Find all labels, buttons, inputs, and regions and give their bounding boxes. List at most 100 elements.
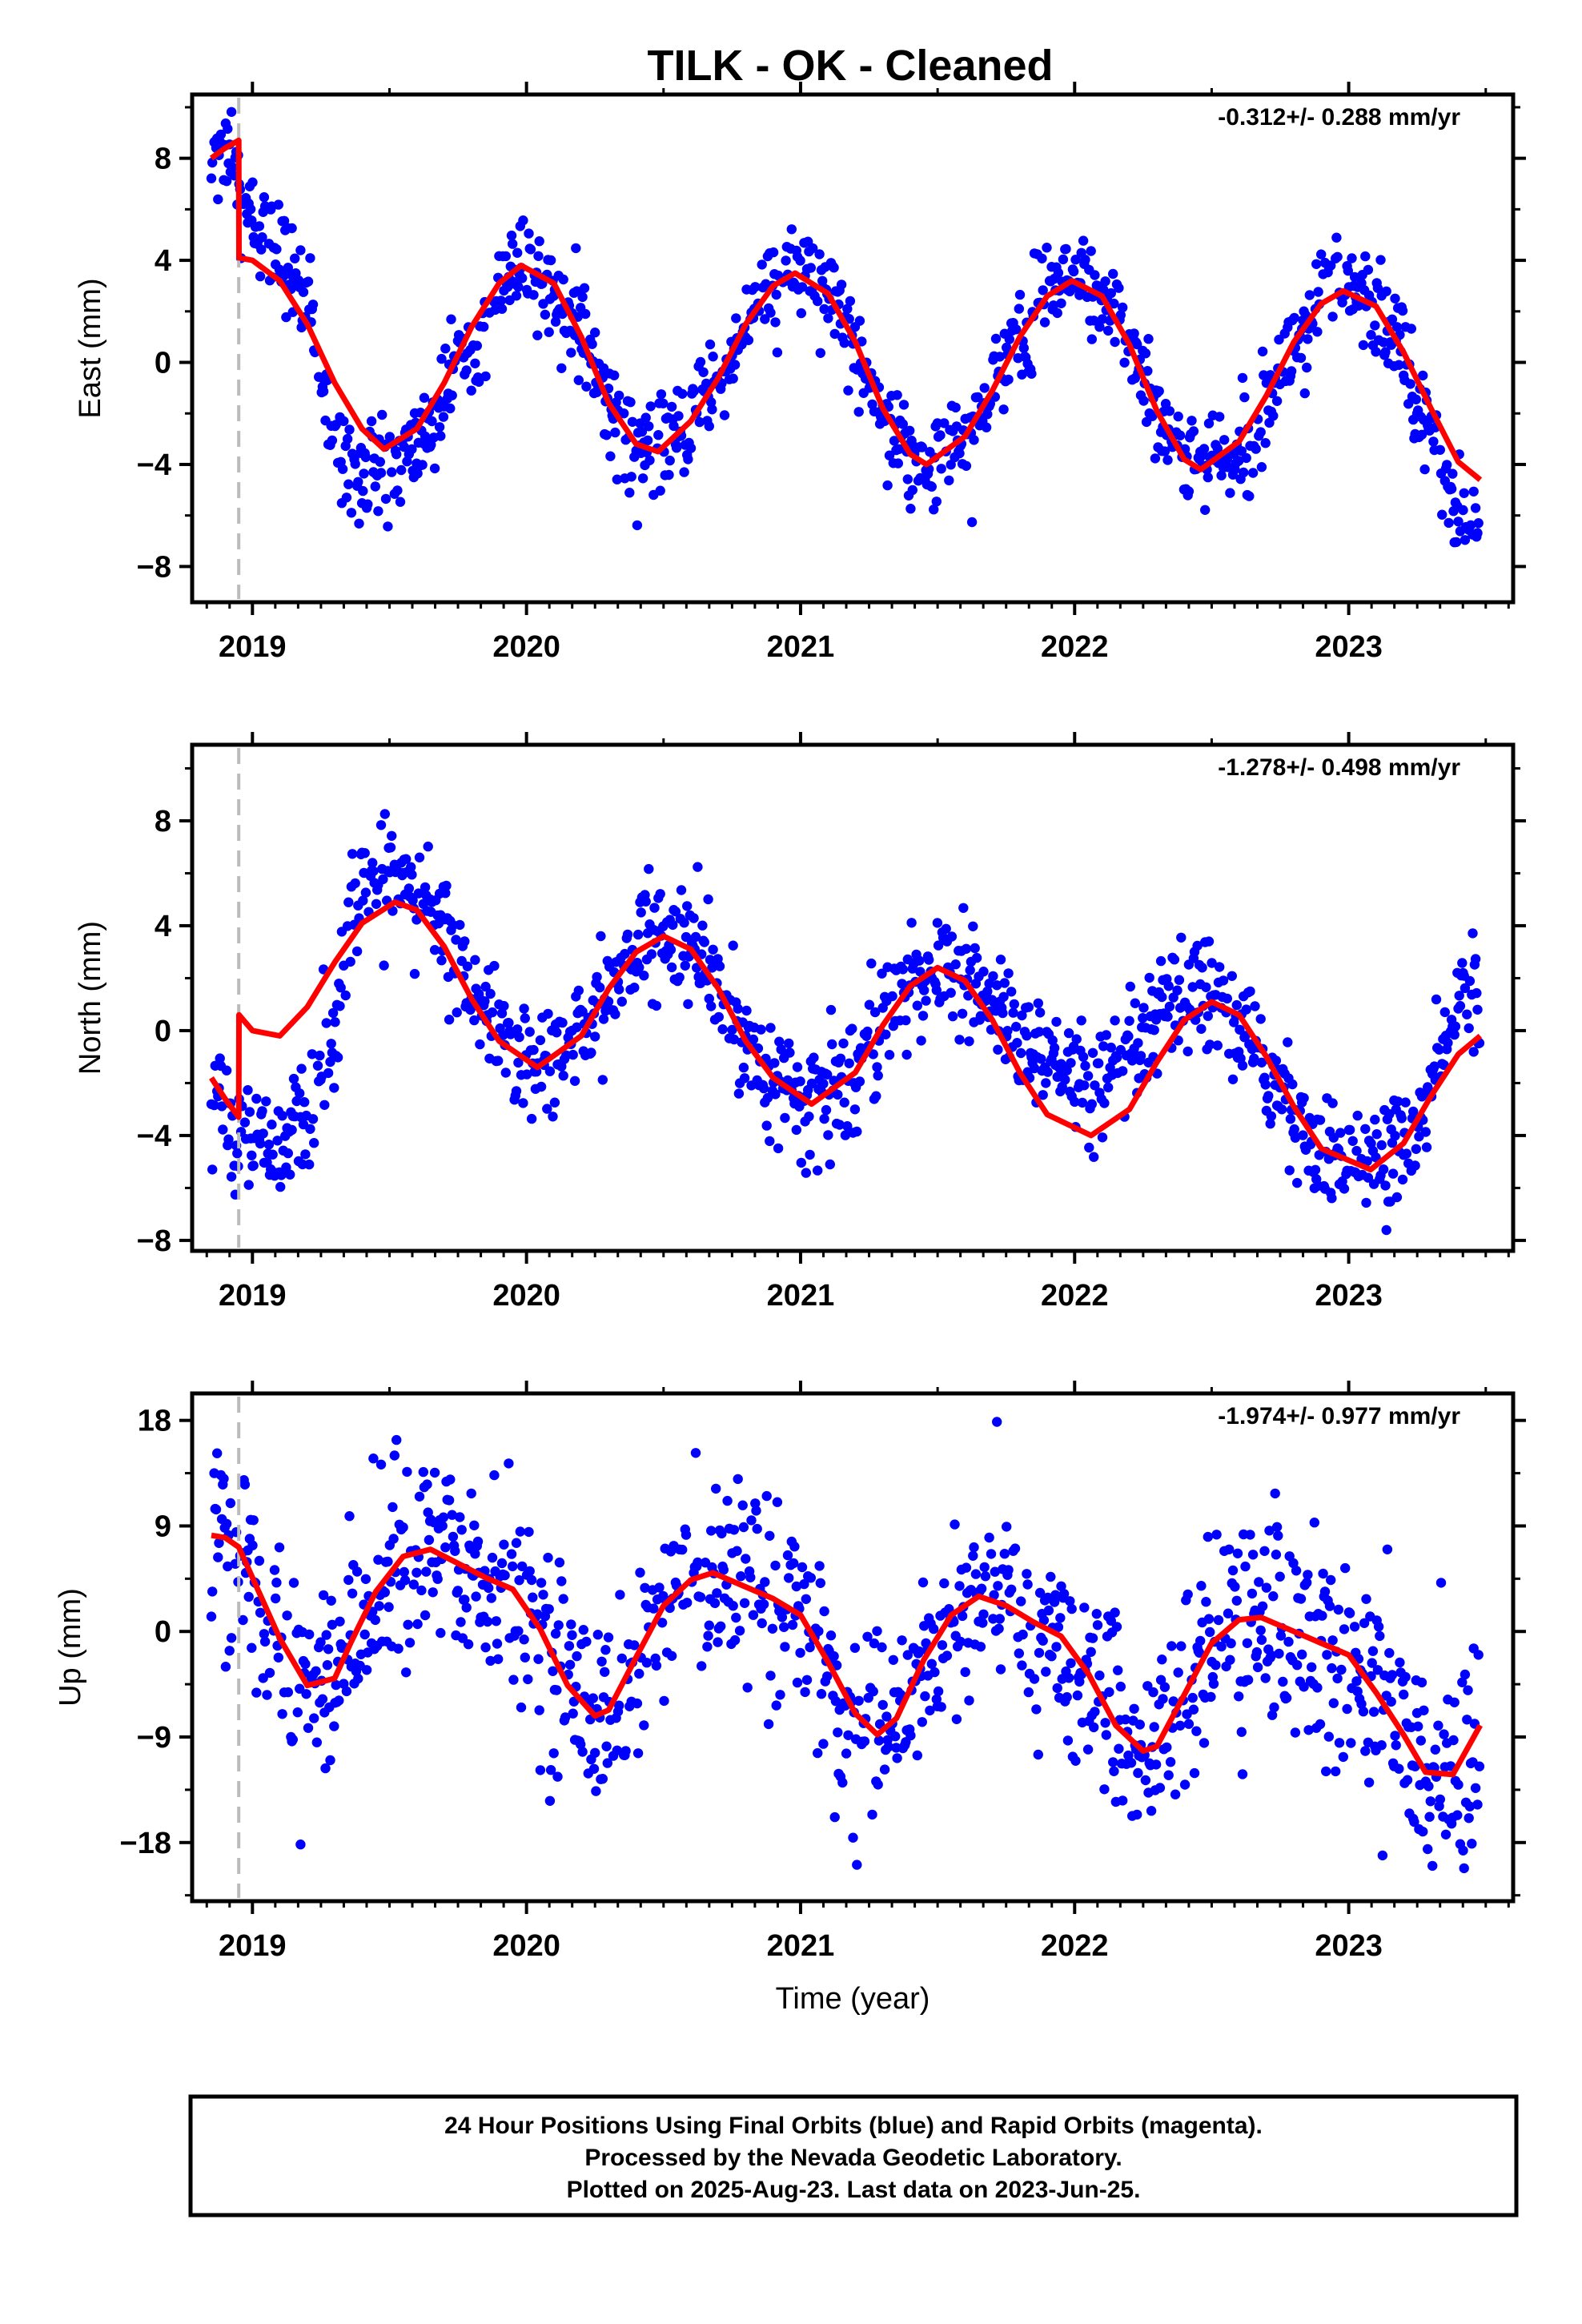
data-point [767, 1623, 778, 1634]
data-point [1255, 1625, 1266, 1636]
data-point [440, 888, 451, 899]
data-point [1034, 1007, 1046, 1018]
data-point [1247, 1550, 1259, 1560]
data-point [417, 460, 428, 470]
data-point [1211, 1660, 1221, 1671]
data-point [412, 1618, 423, 1630]
data-point [596, 931, 606, 942]
data-point [787, 1619, 798, 1630]
data-point [1381, 286, 1391, 296]
data-point [544, 1795, 556, 1806]
data-point [334, 1695, 344, 1706]
data-point [1375, 1630, 1385, 1642]
data-point [528, 290, 539, 300]
data-point [1147, 411, 1158, 421]
data-point [489, 1470, 500, 1481]
data-point [1328, 1698, 1339, 1708]
data-point [979, 1562, 990, 1573]
data-point [536, 1081, 547, 1092]
data-point [307, 1049, 317, 1059]
data-point [1208, 1679, 1219, 1689]
data-point [550, 1628, 561, 1639]
data-point [1232, 1548, 1243, 1559]
data-point [1089, 316, 1099, 326]
data-point [1271, 1550, 1282, 1560]
data-point [825, 1004, 837, 1015]
data-point [1358, 1707, 1369, 1717]
data-point [1066, 1058, 1076, 1068]
data-point [679, 467, 689, 477]
data-point [452, 1586, 464, 1596]
data-point [519, 1634, 529, 1645]
data-point [271, 244, 282, 255]
data-point [701, 378, 712, 389]
data-point [1340, 1562, 1351, 1574]
data-point [469, 1520, 480, 1531]
data-point [1251, 1647, 1263, 1658]
data-point [1227, 1074, 1239, 1085]
data-point [391, 449, 402, 460]
data-point [520, 1013, 530, 1023]
data-point [774, 1036, 785, 1047]
data-point [1332, 251, 1343, 262]
data-point [254, 1555, 265, 1566]
data-point [1255, 427, 1266, 437]
y-tick-label: −4 [137, 448, 171, 482]
data-point [1380, 347, 1391, 357]
data-point [890, 1731, 901, 1742]
data-point [1082, 1071, 1094, 1081]
data-point [818, 1739, 829, 1749]
data-point [1084, 1142, 1094, 1153]
data-point [1062, 1692, 1072, 1703]
data-point [1038, 285, 1048, 296]
data-point [646, 949, 657, 959]
data-point [1039, 317, 1050, 328]
data-point [971, 952, 982, 963]
data-point [1231, 1595, 1243, 1606]
data-point [374, 1601, 384, 1611]
data-point [836, 279, 847, 290]
data-point [1135, 1051, 1146, 1061]
data-point [1455, 1000, 1466, 1011]
data-point [733, 1474, 743, 1485]
data-point [1377, 1850, 1388, 1861]
data-point [239, 1479, 251, 1490]
data-point [1411, 1144, 1422, 1155]
data-point [603, 1632, 614, 1642]
data-point [1418, 1826, 1428, 1837]
data-point [601, 1741, 612, 1751]
data-point [919, 985, 930, 995]
data-point [1236, 1727, 1247, 1737]
data-point [1239, 467, 1249, 478]
data-point [1094, 322, 1105, 332]
data-point [579, 283, 590, 293]
data-point [588, 1693, 598, 1703]
data-point [219, 1474, 229, 1484]
data-point [466, 1488, 476, 1499]
data-point [1101, 1730, 1112, 1740]
x-tick-label: 2020 [492, 1279, 560, 1313]
data-point [258, 1128, 268, 1139]
data-point [215, 129, 227, 140]
data-point [835, 1053, 846, 1064]
data-point [801, 1594, 811, 1605]
data-point [1138, 396, 1149, 406]
data-point [969, 1542, 979, 1553]
data-point [1003, 1565, 1014, 1575]
data-point [514, 1031, 524, 1043]
data-point [341, 493, 352, 503]
data-point [1148, 1687, 1158, 1698]
data-point [1080, 255, 1090, 265]
footer-line-3: Plotted on 2025-Aug-23. Last data on 202… [567, 2177, 1141, 2203]
data-point [1250, 1001, 1260, 1011]
data-point [960, 1667, 970, 1678]
data-point [733, 1003, 743, 1014]
data-point [361, 1665, 372, 1675]
data-point [1346, 1738, 1356, 1748]
data-point [452, 1007, 462, 1018]
data-point [543, 1008, 553, 1019]
x-tick-label: 2023 [1315, 630, 1383, 664]
data-point [1256, 1634, 1267, 1645]
data-point [1391, 1740, 1401, 1751]
data-point [344, 1511, 355, 1522]
